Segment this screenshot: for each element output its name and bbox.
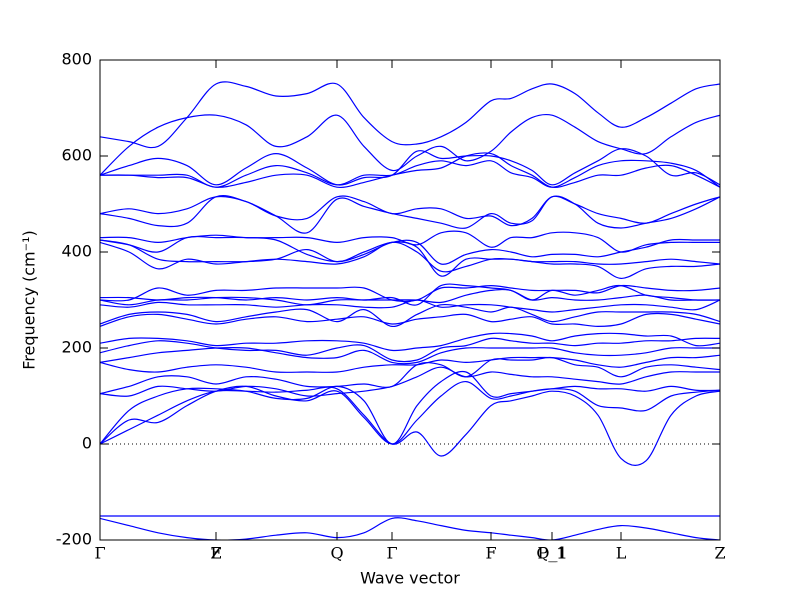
x-tick-label: Z (210, 544, 221, 563)
y-tick-label: 200 (61, 338, 92, 357)
x-tick-label: Z (714, 544, 725, 563)
band-line (100, 356, 720, 395)
band-line (100, 284, 720, 303)
band-line (100, 159, 720, 188)
y-axis-label: Frequency (cm⁻¹) (20, 230, 39, 369)
plot-frame (99, 59, 721, 541)
x-tick-label: Γ (94, 544, 105, 563)
x-tick-label: Γ (386, 544, 397, 563)
y-tick-label: 0 (82, 434, 92, 453)
band-line (100, 366, 720, 397)
x-tick-label: L (616, 544, 627, 563)
band-line (100, 303, 720, 328)
band-line (100, 230, 720, 253)
band-line (100, 517, 720, 540)
x-tick-label: P_1 (538, 544, 567, 563)
band-line (100, 113, 720, 176)
band-line (100, 235, 720, 265)
band-line (100, 299, 720, 313)
y-tick-label: 800 (61, 50, 92, 69)
plot-area (100, 81, 720, 540)
y-tick-label: 400 (61, 242, 92, 261)
band-line (100, 312, 720, 328)
x-tick-label: Q (330, 544, 343, 563)
band-line (100, 195, 720, 227)
x-axis-label: Wave vector (360, 569, 460, 588)
x-tick-label: F (210, 544, 221, 563)
band-line (100, 194, 720, 234)
x-tick-label: Q_1 (536, 544, 567, 563)
y-tick-label: -200 (56, 530, 92, 549)
band-line (100, 337, 720, 363)
band-line (100, 241, 720, 280)
band-line (100, 354, 720, 373)
band-line (100, 81, 720, 149)
band-line (100, 386, 720, 466)
band-line (100, 370, 720, 445)
x-tick-label: F (485, 544, 496, 563)
y-tick-label: 600 (61, 146, 92, 165)
band-line (100, 239, 720, 277)
band-line (100, 332, 720, 352)
